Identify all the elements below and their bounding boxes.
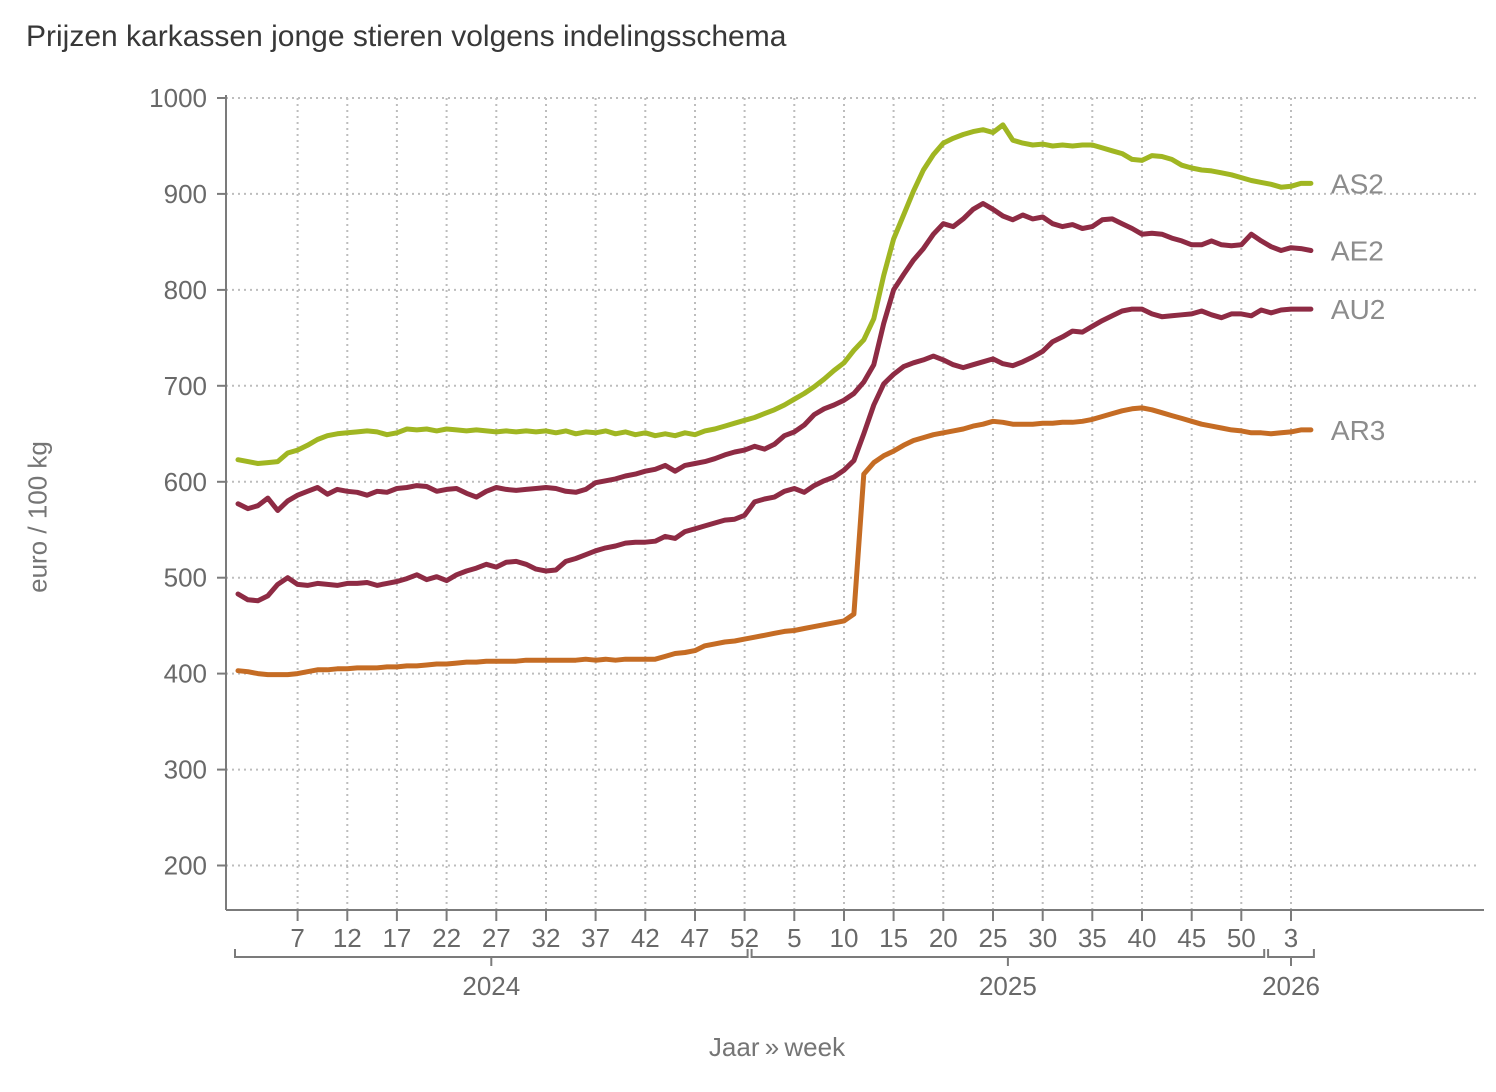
x-tick-label: 12 <box>333 923 362 953</box>
x-tick-label: 27 <box>482 923 511 953</box>
x-tick-label: 42 <box>631 923 660 953</box>
year-label: 2026 <box>1262 971 1320 1001</box>
x-axis-title: Jaar » week <box>708 1032 846 1062</box>
year-bracket <box>234 949 749 966</box>
year-bracket <box>750 949 1266 966</box>
x-tick-label: 45 <box>1177 923 1206 953</box>
series-line-AE2 <box>235 201 1314 513</box>
x-tick-label: 35 <box>1078 923 1107 953</box>
series-label-AE2: AE2 <box>1331 236 1384 267</box>
y-tick-label: 800 <box>164 275 207 305</box>
x-tick-label: 40 <box>1128 923 1157 953</box>
series-line-AR3 <box>235 405 1314 678</box>
x-tick-label: 22 <box>432 923 461 953</box>
x-tick-label: 47 <box>681 923 710 953</box>
x-tick-label: 3 <box>1284 923 1298 953</box>
y-tick-label: 600 <box>164 467 207 497</box>
chart-title: Prijzen karkassen jonge stieren volgens … <box>26 20 787 53</box>
series-line-AS2 <box>235 122 1314 466</box>
y-tick-label: 200 <box>164 851 207 881</box>
x-tick-label: 25 <box>979 923 1008 953</box>
series-label-AS2: AS2 <box>1331 168 1384 199</box>
x-tick-label: 30 <box>1028 923 1057 953</box>
x-tick-label: 52 <box>730 923 759 953</box>
year-bracket <box>1267 949 1315 966</box>
y-tick-label: 1000 <box>149 83 207 113</box>
y-tick-label: 500 <box>164 563 207 593</box>
x-tick-label: 17 <box>382 923 411 953</box>
series-label-AU2: AU2 <box>1331 294 1385 325</box>
x-tick-label: 20 <box>929 923 958 953</box>
series-label-AR3: AR3 <box>1331 415 1385 446</box>
x-tick-label: 15 <box>879 923 908 953</box>
y-tick-label: 900 <box>164 179 207 209</box>
year-label: 2024 <box>462 971 520 1001</box>
y-tick-label: 400 <box>164 659 207 689</box>
x-tick-label: 50 <box>1227 923 1256 953</box>
y-tick-label: 300 <box>164 755 207 785</box>
series-line-AU2 <box>235 306 1314 604</box>
year-label: 2025 <box>979 971 1037 1001</box>
x-tick-label: 37 <box>581 923 610 953</box>
x-tick-label: 32 <box>532 923 561 953</box>
x-tick-label: 7 <box>290 923 304 953</box>
x-tick-label: 10 <box>830 923 859 953</box>
y-tick-label: 700 <box>164 371 207 401</box>
x-tick-label: 5 <box>787 923 801 953</box>
